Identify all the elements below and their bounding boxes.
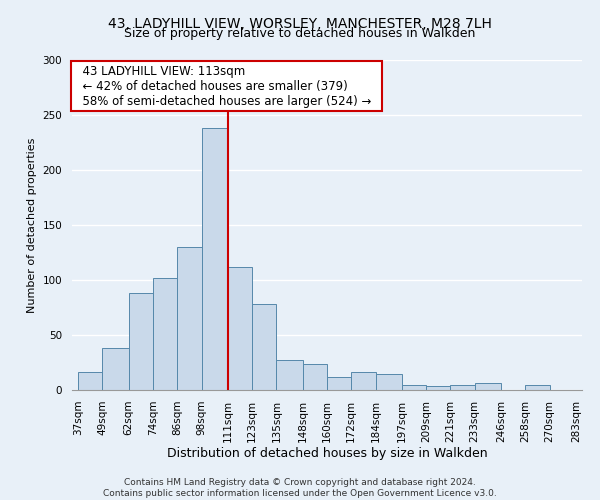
Text: 43, LADYHILL VIEW, WORSLEY, MANCHESTER, M28 7LH: 43, LADYHILL VIEW, WORSLEY, MANCHESTER, …	[108, 18, 492, 32]
Bar	[252, 304, 277, 390]
Bar	[402, 384, 426, 390]
Bar	[303, 364, 327, 390]
Text: 43 LADYHILL VIEW: 113sqm
  ← 42% of detached houses are smaller (379)
  58% of s: 43 LADYHILL VIEW: 113sqm ← 42% of detach…	[74, 65, 379, 108]
Bar	[103, 348, 128, 390]
Bar	[128, 293, 153, 390]
Text: Size of property relative to detached houses in Walkden: Size of property relative to detached ho…	[124, 28, 476, 40]
Bar	[376, 374, 402, 390]
Bar	[526, 384, 550, 390]
Bar	[426, 386, 451, 390]
Bar	[78, 372, 103, 390]
Bar	[153, 278, 177, 390]
Bar	[228, 267, 252, 390]
Bar	[277, 360, 303, 390]
Text: Contains HM Land Registry data © Crown copyright and database right 2024.
Contai: Contains HM Land Registry data © Crown c…	[103, 478, 497, 498]
Y-axis label: Number of detached properties: Number of detached properties	[27, 138, 37, 312]
Bar	[202, 128, 228, 390]
X-axis label: Distribution of detached houses by size in Walkden: Distribution of detached houses by size …	[167, 448, 487, 460]
Bar	[351, 372, 376, 390]
Bar	[177, 247, 202, 390]
Bar	[451, 384, 475, 390]
Bar	[475, 384, 501, 390]
Bar	[327, 377, 351, 390]
